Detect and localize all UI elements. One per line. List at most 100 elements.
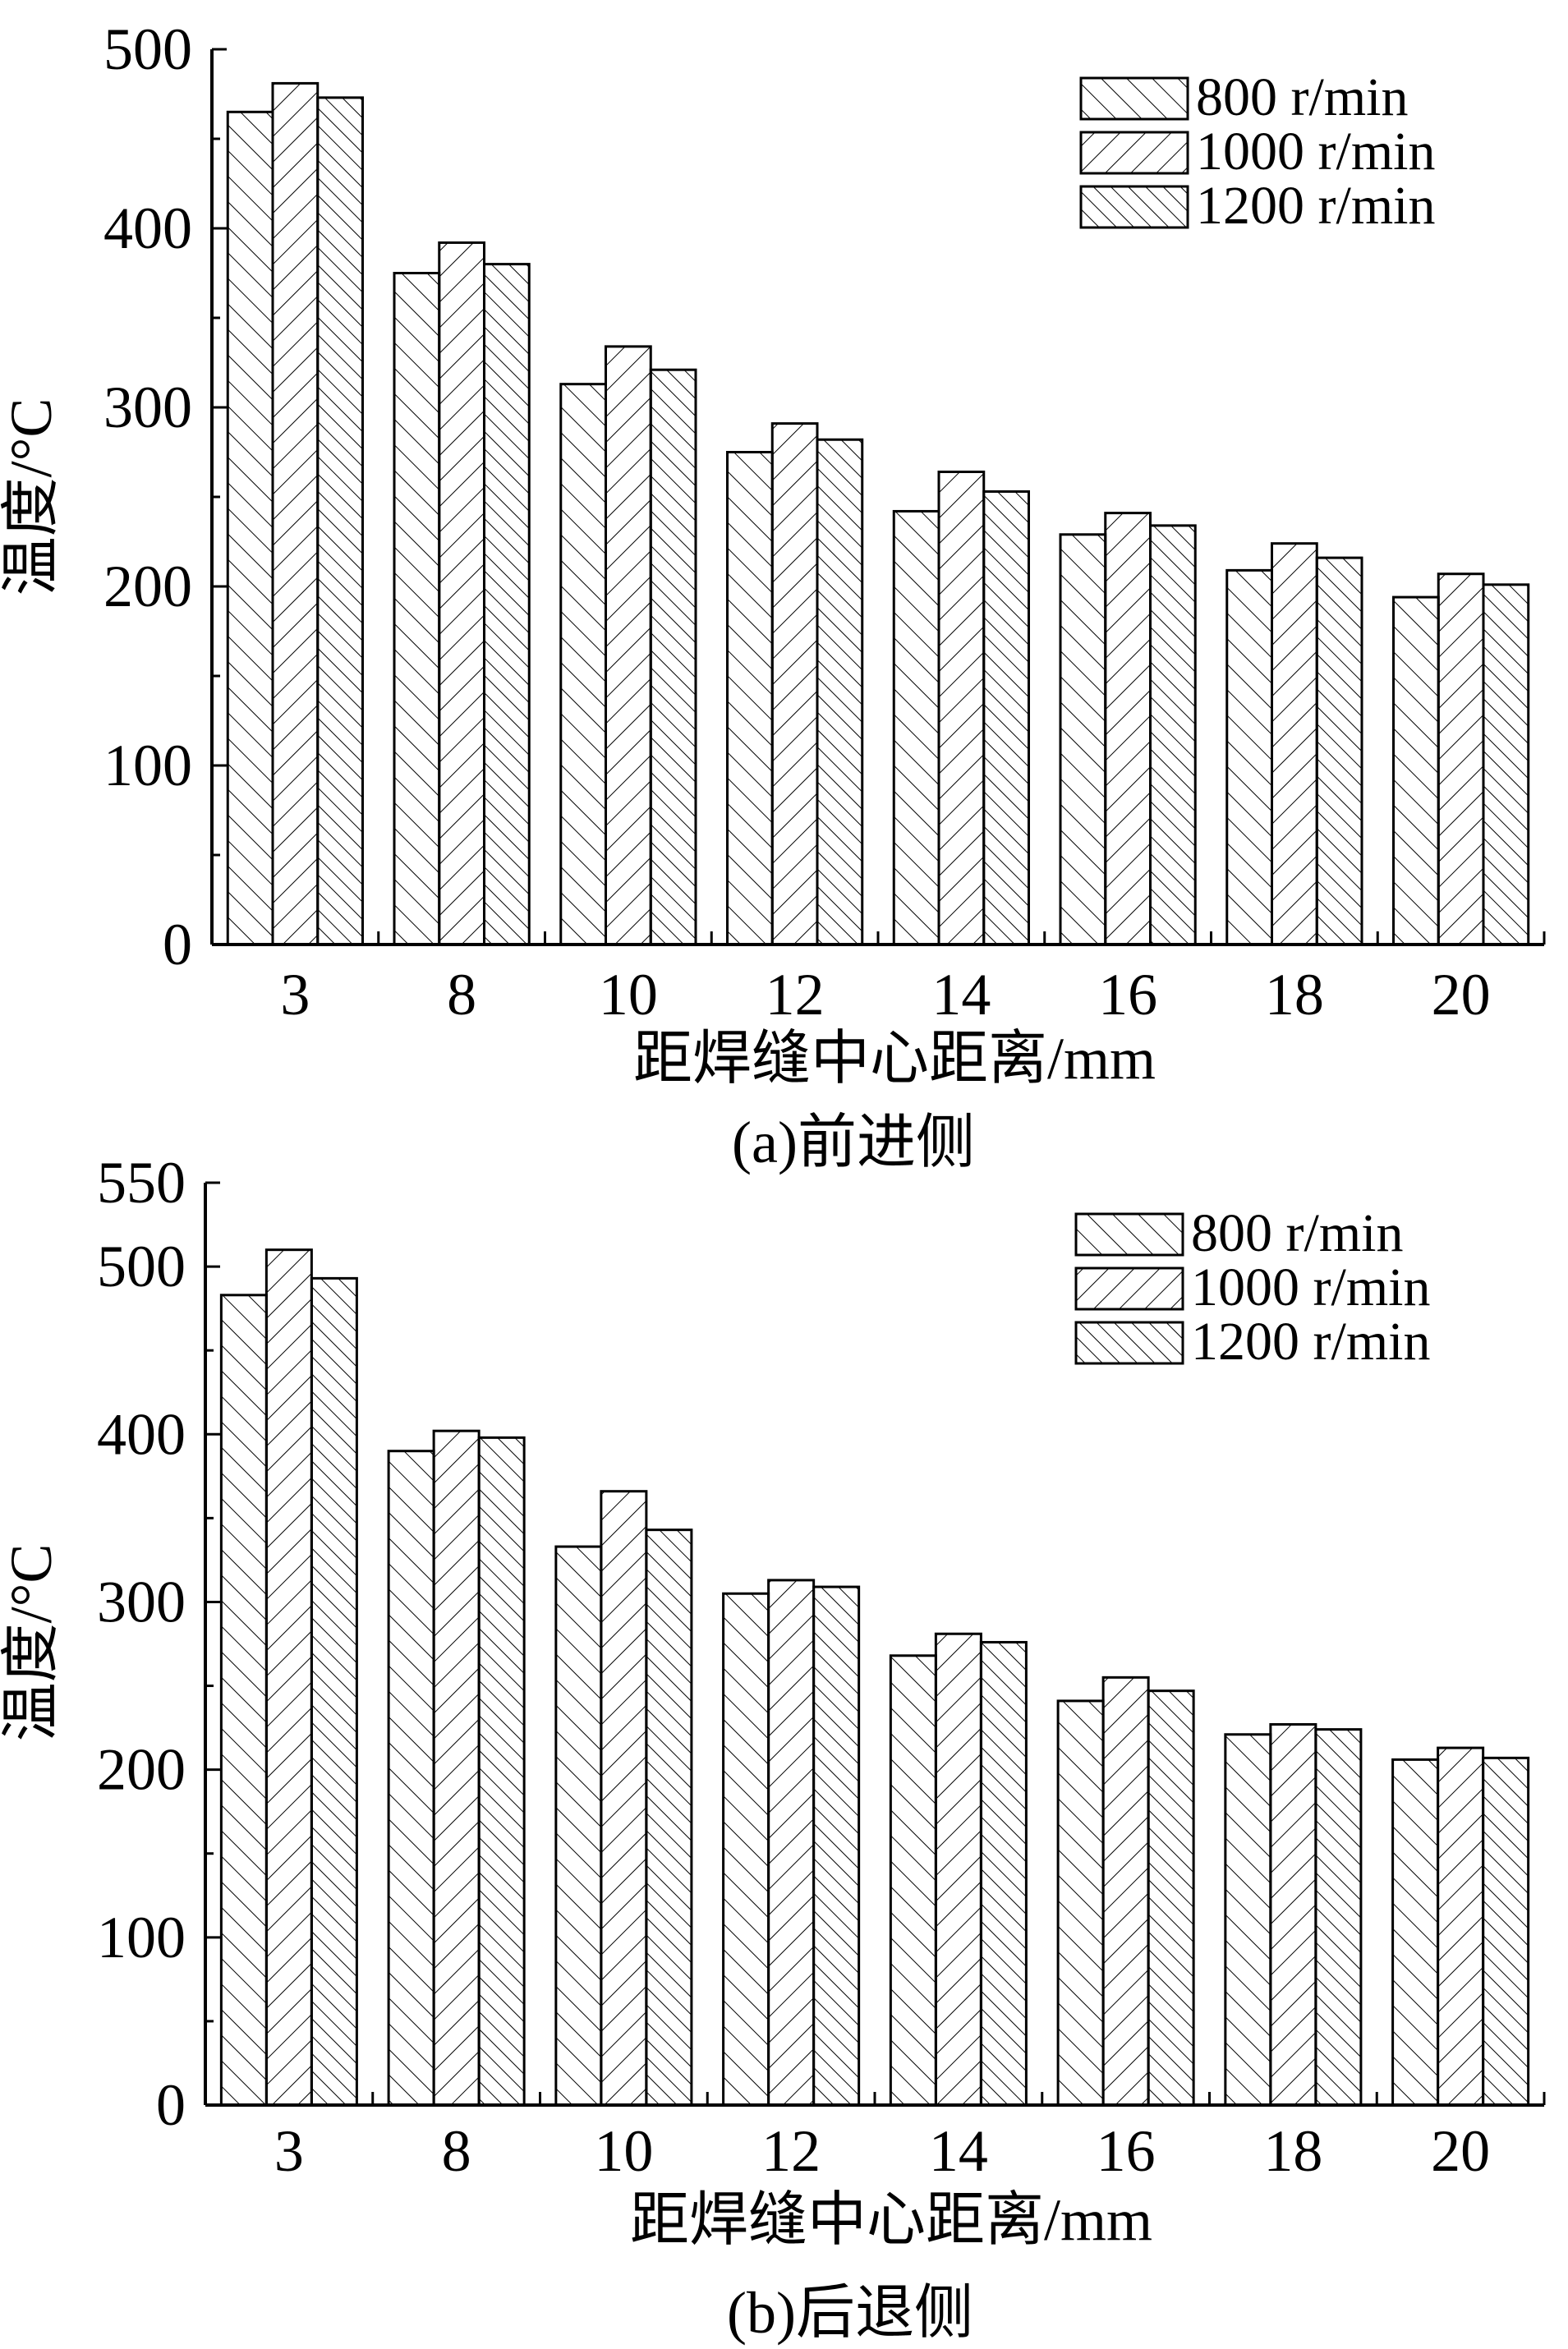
- bar-1000-r-min3: [264, 1248, 313, 2107]
- bar-1200-r-min16: [1147, 1689, 1195, 2107]
- panel-caption: (a)前进侧: [732, 1110, 975, 1175]
- bar-1000-r-min12: [770, 422, 819, 946]
- y-tick-label: 550: [97, 1150, 186, 1216]
- y-tick-label: 0: [163, 912, 192, 977]
- bar-800-r-min10: [554, 1545, 603, 2107]
- bar-800-r-min8: [393, 272, 441, 946]
- x-tick-label: 16: [1098, 962, 1157, 1027]
- y-tick-label: 500: [103, 16, 192, 82]
- bar-1200-r-min10: [645, 1528, 693, 2107]
- x-tick-label: 10: [599, 962, 658, 1027]
- bar-800-r-min18: [1224, 1733, 1272, 2107]
- bar-1200-r-min10: [649, 368, 697, 946]
- x-tick-label: 10: [594, 2118, 653, 2184]
- y-tick-label: 300: [97, 1569, 186, 1634]
- bar-800-r-min3: [219, 1294, 268, 2107]
- bar-1000-r-min16: [1104, 512, 1152, 946]
- bar-1000-r-min20: [1437, 1746, 1485, 2107]
- legend-label: 1000 r/min: [1191, 1257, 1431, 1317]
- bar-1200-r-min12: [816, 438, 864, 946]
- x-axis-title: 距焊缝中心距离/mm: [633, 1026, 1156, 1092]
- legend-swatch: [1079, 185, 1189, 229]
- bar-1000-r-min3: [271, 81, 320, 946]
- y-tick-label: 400: [97, 1401, 186, 1467]
- y-tick-label: 100: [103, 733, 192, 798]
- bar-1000-r-min20: [1437, 572, 1485, 946]
- bar-1000-r-min16: [1101, 1676, 1150, 2107]
- bar-1000-r-min14: [934, 1632, 982, 2107]
- x-tick-label: 18: [1263, 2118, 1322, 2184]
- x-tick-label: 20: [1431, 2118, 1490, 2184]
- panel-caption: (b)后退侧: [727, 2280, 973, 2346]
- x-tick-label: 20: [1432, 962, 1491, 1027]
- bar-1200-r-min18: [1315, 556, 1363, 946]
- bar-1000-r-min18: [1271, 542, 1318, 946]
- chart-panel-b: 0 100 200 300 400 500 550 3 8 10 12 14 16 18 20 温度/°C 距焊…: [0, 1150, 1546, 2346]
- legend-label: 800 r/min: [1196, 67, 1409, 127]
- legend-label: 1200 r/min: [1196, 176, 1436, 236]
- x-axis-title: 距焊缝中心距离/mm: [630, 2187, 1152, 2253]
- bar-1200-r-min20: [1482, 583, 1530, 946]
- y-tick-label: 500: [97, 1234, 186, 1299]
- bar-1000-r-min12: [767, 1579, 816, 2107]
- bar-800-r-min12: [726, 451, 774, 946]
- x-tick-label: 8: [447, 962, 476, 1027]
- bar-1200-r-min3: [310, 1276, 358, 2107]
- x-tick-label: 14: [929, 2118, 988, 2184]
- legend-label: 1000 r/min: [1196, 122, 1436, 182]
- chart-panel-a: 0 100 200 300 400 500 3 8 10 12 14 16 18 20 温度/°C 距焊缝中心…: [0, 16, 1546, 1175]
- bar-1200-r-min14: [979, 1640, 1028, 2107]
- x-tick-label: 3: [274, 2118, 304, 2184]
- bar-800-r-min3: [226, 110, 274, 946]
- bar-1200-r-min14: [982, 490, 1030, 946]
- bar-1200-r-min16: [1148, 524, 1197, 946]
- y-tick-label: 300: [103, 375, 192, 440]
- bar-800-r-min10: [559, 383, 608, 946]
- bar-1000-r-min10: [600, 1490, 648, 2107]
- bar-1200-r-min8: [477, 1436, 526, 2107]
- bar-800-r-min16: [1056, 1699, 1105, 2107]
- legend-swatch: [1074, 1266, 1184, 1311]
- bar-1000-r-min18: [1269, 1723, 1317, 2107]
- y-tick-label: 100: [97, 1905, 186, 1970]
- x-tick-label: 8: [442, 2118, 471, 2184]
- y-tick-label: 200: [97, 1737, 186, 1803]
- y-tick-label: 400: [103, 195, 192, 261]
- bar-800-r-min14: [889, 1654, 937, 2107]
- bar-1200-r-min20: [1482, 1756, 1530, 2107]
- bar-800-r-min8: [387, 1450, 435, 2107]
- y-tick-label: 0: [156, 2072, 186, 2138]
- bar-800-r-min20: [1392, 595, 1440, 946]
- legend-swatch: [1079, 131, 1189, 175]
- y-axis-title: 温度/°C: [0, 398, 64, 596]
- bar-800-r-min14: [892, 509, 940, 946]
- x-tick-label: 12: [766, 962, 825, 1027]
- x-tick-label: 3: [280, 962, 310, 1027]
- bar-1000-r-min8: [432, 1429, 481, 2107]
- bar-1200-r-min18: [1314, 1728, 1363, 2107]
- x-tick-label: 16: [1097, 2118, 1156, 2184]
- bar-1200-r-min3: [316, 96, 364, 946]
- x-tick-label: 18: [1265, 962, 1324, 1027]
- legend-swatch: [1079, 76, 1189, 121]
- legend-label: 1200 r/min: [1191, 1312, 1431, 1372]
- bar-800-r-min12: [722, 1592, 770, 2107]
- bar-1000-r-min8: [438, 241, 485, 946]
- bar-800-r-min20: [1391, 1758, 1440, 2107]
- bar-1200-r-min12: [812, 1585, 861, 2107]
- y-axis-title: 温度/°C: [0, 1544, 64, 1742]
- bar-1000-r-min14: [937, 470, 986, 946]
- x-tick-label: 12: [761, 2118, 821, 2184]
- bar-1200-r-min8: [482, 263, 531, 946]
- legend-label: 800 r/min: [1191, 1203, 1404, 1263]
- x-tick-label: 14: [931, 962, 991, 1027]
- legend-swatch: [1074, 1321, 1184, 1365]
- bar-1000-r-min10: [605, 345, 652, 946]
- legend-swatch: [1074, 1212, 1184, 1257]
- bar-800-r-min16: [1059, 533, 1107, 946]
- bar-800-r-min18: [1225, 568, 1274, 946]
- y-tick-label: 200: [103, 554, 192, 619]
